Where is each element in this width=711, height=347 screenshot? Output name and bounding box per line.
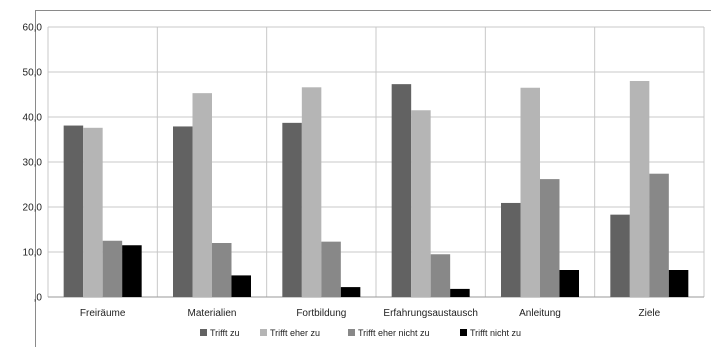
legend-entry: Trifft eher zu [270, 328, 320, 338]
bar-4-1 [122, 245, 142, 297]
bar-2-2 [192, 93, 212, 298]
bar-1-2 [173, 126, 193, 297]
y-tick-label: 30,0 [23, 158, 43, 169]
bar-4-3 [340, 287, 361, 297]
y-axis-ticks: ,0 10,0 20,0 30,0 40,0 50,0 60,0 [23, 23, 43, 304]
legend-swatch [460, 329, 467, 336]
category-label: Materialien [188, 308, 237, 319]
y-tick-label: 40,0 [23, 113, 43, 124]
bar-3-1 [102, 240, 123, 297]
legend-entry: Trifft nicht zu [470, 328, 521, 338]
frame-top-border [35, 10, 711, 11]
bars-layer [63, 81, 689, 298]
bar-1-3 [282, 122, 302, 297]
y-tick-label: 50,0 [23, 68, 43, 79]
frame-left-border [35, 10, 36, 347]
bar-3-4 [430, 254, 451, 297]
category-label: Ziele [638, 308, 660, 319]
legend-entry: Trifft zu [210, 328, 240, 338]
bar-4-6 [668, 270, 689, 297]
bar-2-3 [301, 87, 322, 297]
category-label: Erfahrungsaustausch [383, 308, 478, 319]
bar-1-4 [391, 84, 412, 298]
y-tick-label: 20,0 [23, 203, 43, 214]
legend: Trifft zu Trifft eher zu Trifft eher nicht… [200, 328, 521, 338]
bar-2-5 [520, 87, 540, 297]
bar-3-5 [540, 179, 560, 297]
bar-2-6 [629, 81, 650, 297]
legend-swatch [200, 329, 207, 336]
y-tick-label: ,0 [34, 293, 43, 304]
bar-2-4 [411, 110, 431, 297]
bar-1-1 [63, 125, 84, 297]
bar-4-4 [450, 288, 470, 297]
y-tick-label: 60,0 [23, 23, 43, 34]
bar-3-3 [321, 241, 341, 297]
bar-4-5 [559, 270, 579, 297]
bar-1-5 [501, 202, 521, 297]
bar-4-2 [231, 275, 251, 297]
y-tick-label: 10,0 [23, 248, 43, 259]
bar-3-6 [649, 173, 669, 297]
x-axis-labels: Freiräume Materialien Fortbildung Erfahrung… [80, 308, 661, 319]
legend-swatch [260, 329, 267, 336]
category-label: Freiräume [80, 308, 126, 319]
legend-swatch [348, 329, 355, 336]
legend-entry: Trifft eher nicht zu [358, 328, 430, 338]
bar-1-6 [610, 214, 630, 297]
bar-3-2 [212, 243, 232, 297]
category-label: Fortbildung [296, 308, 346, 319]
category-label: Anleitung [519, 308, 561, 319]
grid-layer [47, 26, 705, 298]
bar-2-1 [83, 127, 103, 297]
